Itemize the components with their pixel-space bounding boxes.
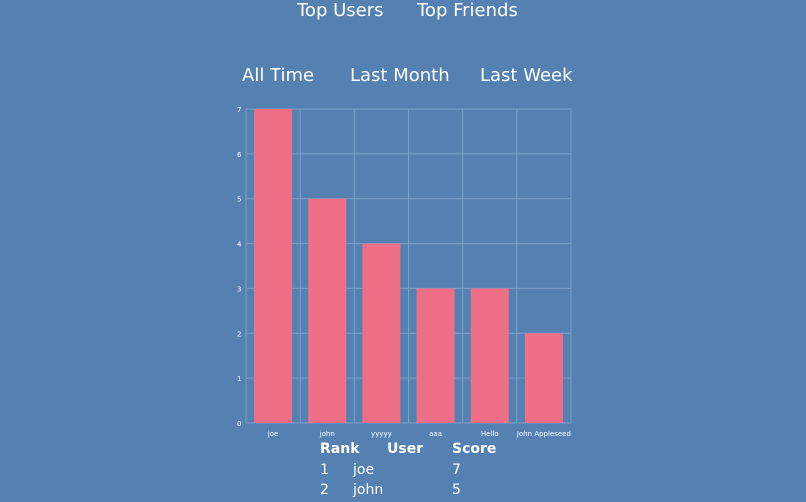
y-tick-label: 3 [237,285,241,293]
bar-john [308,198,347,423]
chart-bars [254,109,563,423]
x-tick-label: john [319,430,335,438]
tab-all-time[interactable]: All Time [242,65,315,86]
tab-last-month[interactable]: Last Month [350,65,450,86]
table-row: 2 john 5 [0,482,806,502]
time-range-tabs: All Time Last Month Last Week [0,64,806,90]
y-tick-label: 0 [237,420,241,428]
bar-yyyyy [362,243,401,423]
user-cell: john [353,482,384,498]
top-tabs: Top Users Top Friends [0,0,806,24]
bar-hello [470,288,509,423]
chart-grid [245,108,572,424]
x-tick-label: yyyyy [371,430,392,438]
y-tick-label: 1 [237,375,241,383]
column-header-rank: Rank [320,441,360,457]
y-tick-label: 2 [237,330,241,338]
rank-cell: 1 [320,462,329,478]
column-header-user: User [387,441,424,457]
x-tick-label: John Appleseed [516,430,571,438]
table-row: 1 joe 7 [0,462,806,482]
tab-top-users[interactable]: Top Users [297,0,384,21]
y-tick-label: 6 [237,151,242,159]
rank-cell: 2 [320,482,329,498]
tab-top-friends[interactable]: Top Friends [417,0,518,21]
x-tick-label: aaa [429,430,442,438]
x-axis-ticks: joe john yyyyy aaa Hello John Appleseed [267,430,571,438]
y-tick-label: 4 [237,241,242,249]
y-axis-ticks: 0 1 2 3 4 5 6 7 [237,106,242,428]
x-tick-label: joe [267,430,279,438]
score-cell: 5 [452,482,461,498]
bar-aaa [416,288,455,423]
x-tick-label: Hello [481,430,499,438]
column-header-score: Score [452,441,497,457]
bar-john-appleseed [524,333,563,423]
score-cell: 7 [452,462,461,478]
y-tick-label: 7 [237,106,241,114]
bar-joe [254,109,293,423]
y-tick-label: 5 [237,196,241,204]
tab-last-week[interactable]: Last Week [480,65,573,86]
user-cell: joe [353,462,375,478]
